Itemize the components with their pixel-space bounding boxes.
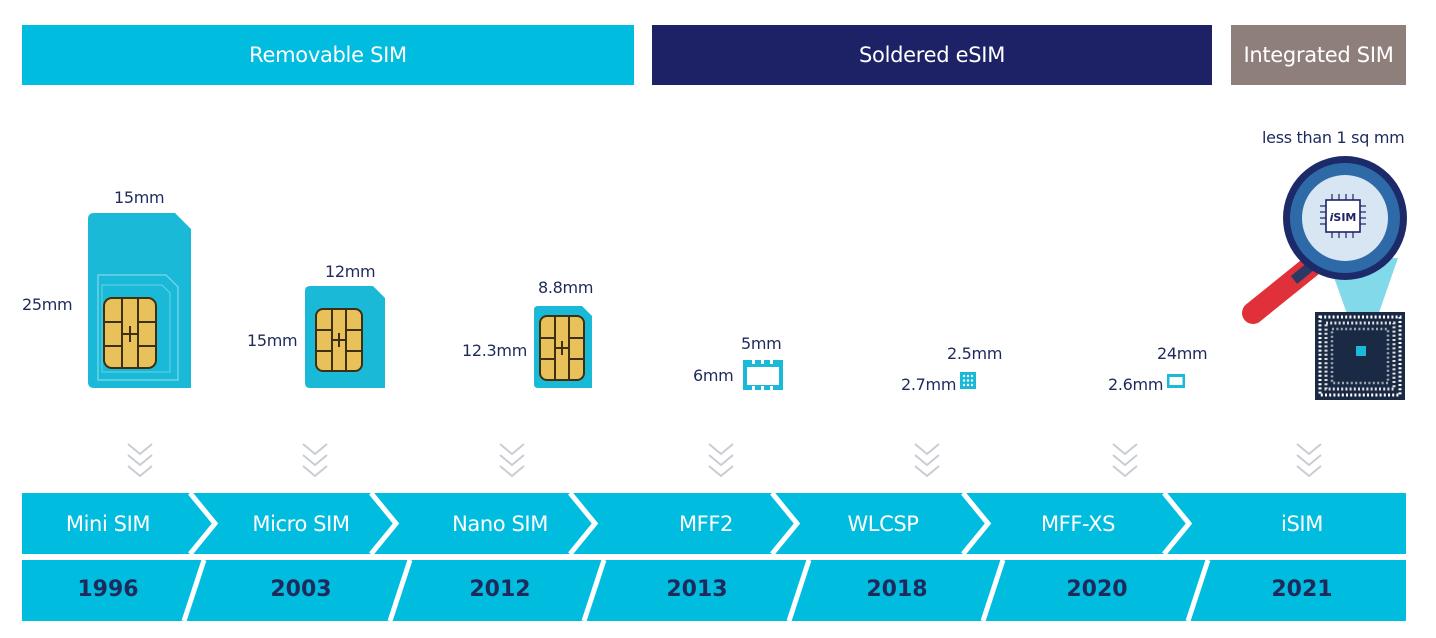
isim-size-label: less than 1 sq mm bbox=[1262, 128, 1405, 147]
mini-sim-width-label: 15mm bbox=[114, 188, 165, 207]
chevron-down-triple-icon bbox=[1112, 443, 1138, 478]
chevron-down-triple-icon bbox=[127, 443, 153, 478]
chevron-down-triple-icon bbox=[914, 443, 940, 478]
wlcsp-width-label: 2.5mm bbox=[947, 344, 1003, 363]
category-integrated-label: Integrated SIM bbox=[1243, 43, 1394, 67]
isim-magnifier-chip-icon: iSIM bbox=[1242, 156, 1407, 400]
format-name-mff-xs: MFF-XS bbox=[1040, 512, 1116, 536]
format-name-mini-sim: Mini SIM bbox=[65, 512, 151, 536]
micro-sim-card-icon bbox=[305, 286, 385, 388]
mff-xs-width-label: 24mm bbox=[1157, 344, 1208, 363]
chevron-down-triple-icon bbox=[302, 443, 328, 478]
format-year-2021: 2021 bbox=[1271, 577, 1333, 602]
format-year-2018: 2018 bbox=[866, 577, 928, 602]
format-year-2020: 2020 bbox=[1066, 577, 1128, 602]
format-name-nano-sim: Nano SIM bbox=[452, 512, 548, 536]
format-name-mff2: MFF2 bbox=[678, 512, 734, 536]
isim-badge-prefix: i bbox=[1330, 211, 1334, 224]
category-removable-label: Removable SIM bbox=[249, 43, 407, 67]
category-soldered-esim: Soldered eSIM bbox=[652, 25, 1212, 85]
micro-sim-width-label: 12mm bbox=[325, 262, 376, 281]
chevron-down-triple-icon bbox=[1296, 443, 1322, 478]
years-band-dividers bbox=[181, 559, 1211, 622]
mini-sim-card-icon bbox=[88, 213, 191, 388]
format-name-wlcsp: WLCSP bbox=[847, 512, 919, 536]
micro-sim-height-label: 15mm bbox=[247, 331, 298, 350]
mff2-chip-icon bbox=[743, 360, 783, 390]
format-year-1996: 1996 bbox=[77, 577, 139, 602]
category-soldered-label: Soldered eSIM bbox=[858, 43, 1006, 67]
mff2-height-label: 6mm bbox=[693, 366, 734, 385]
format-name-isim: iSIM bbox=[1281, 512, 1323, 536]
mff-xs-height-label: 2.6mm bbox=[1108, 375, 1164, 394]
years-band bbox=[22, 560, 1406, 621]
wlcsp-chip-icon bbox=[960, 372, 976, 389]
mff2-width-label: 5mm bbox=[741, 334, 782, 353]
wlcsp-height-label: 2.7mm bbox=[901, 375, 957, 394]
names-band-dividers bbox=[188, 491, 1193, 556]
format-year-2003: 2003 bbox=[270, 577, 332, 602]
category-integrated-sim: Integrated SIM bbox=[1231, 25, 1406, 85]
format-year-2012: 2012 bbox=[469, 577, 531, 602]
nano-sim-height-label: 12.3mm bbox=[462, 341, 527, 360]
format-year-2013: 2013 bbox=[666, 577, 728, 602]
chevron-down-triple-icon bbox=[708, 443, 734, 478]
svg-text:iSIM: iSIM bbox=[1330, 211, 1357, 224]
chevron-down-triple-icon bbox=[499, 443, 525, 478]
category-removable-sim: Removable SIM bbox=[22, 25, 634, 85]
format-name-micro-sim: Micro SIM bbox=[252, 512, 350, 536]
nano-sim-card-icon bbox=[534, 306, 592, 388]
isim-badge-suffix: SIM bbox=[1333, 211, 1356, 224]
mff-xs-chip-icon bbox=[1167, 374, 1185, 388]
nano-sim-width-label: 8.8mm bbox=[538, 278, 594, 297]
mini-sim-height-label: 25mm bbox=[22, 295, 73, 314]
